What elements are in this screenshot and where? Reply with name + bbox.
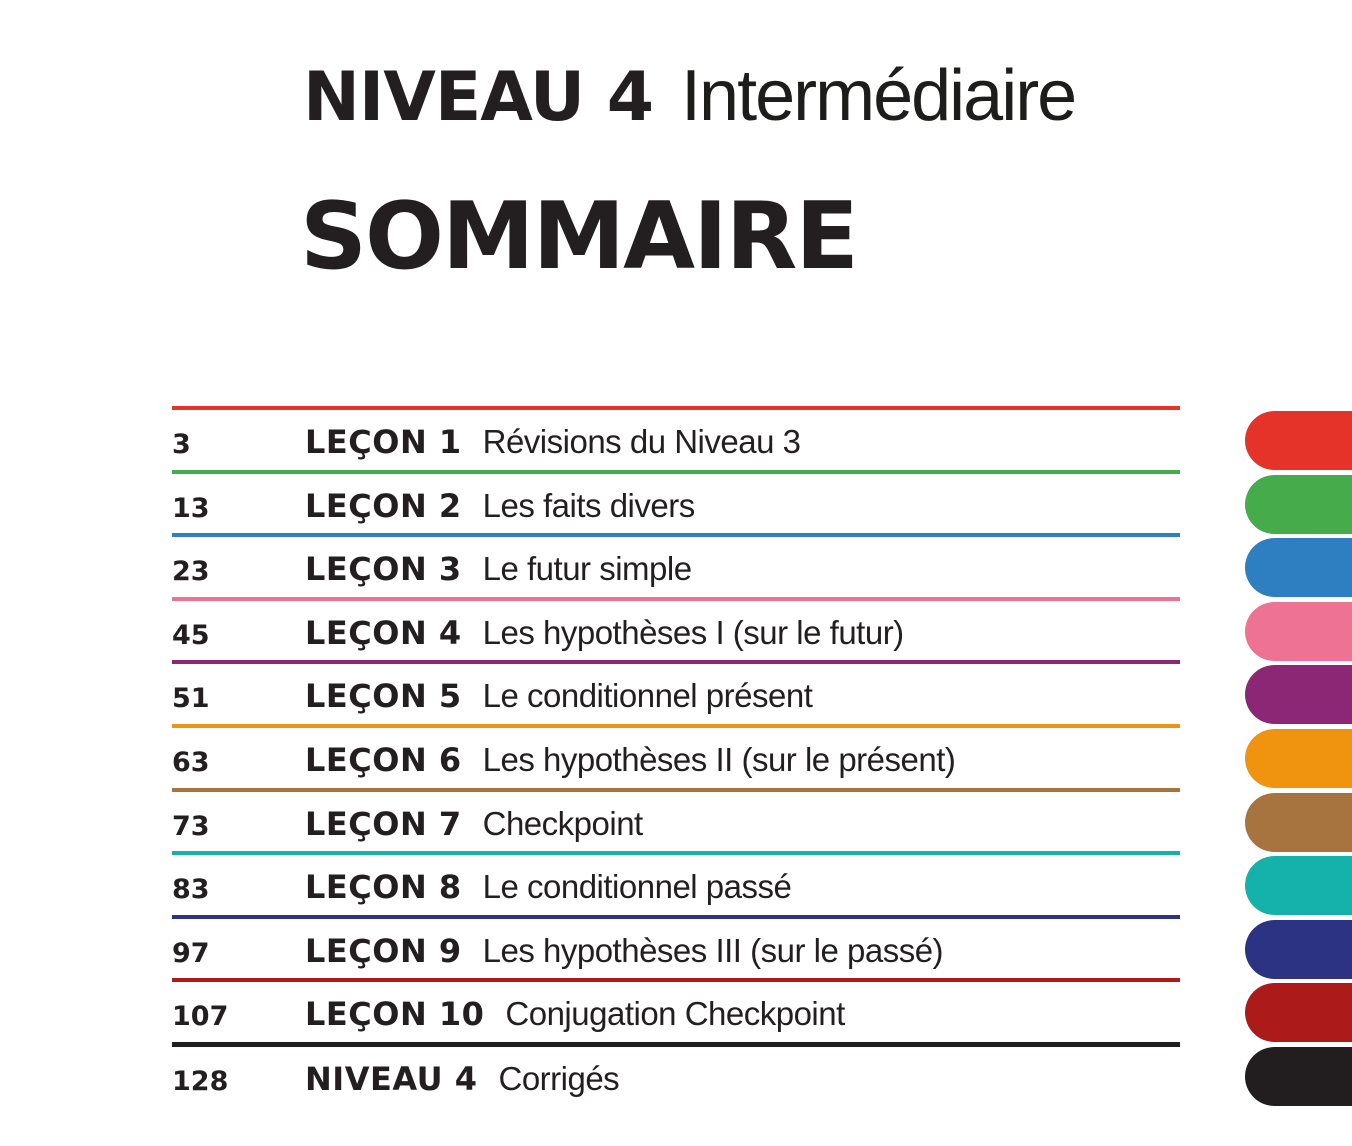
page-number: 45 [172, 619, 210, 651]
lesson-title: Les faits divers [482, 486, 696, 524]
lesson-title: Corrigés [498, 1059, 620, 1097]
page-number: 83 [172, 874, 210, 906]
color-tab-black [1245, 1046, 1352, 1106]
lesson-label: LEÇON 9 [305, 931, 462, 970]
color-tab-green [1245, 474, 1352, 534]
lesson-title: Conjugation Checkpoint [505, 995, 845, 1033]
lesson-label: LEÇON 5 [305, 677, 462, 716]
toc-row: 73 LEÇON 7 Checkpoint [172, 787, 1180, 852]
page-number: 73 [172, 810, 210, 842]
page-number: 23 [172, 556, 210, 588]
lesson-label: LEÇON 6 [305, 740, 462, 779]
lesson-title: Le conditionnel passé [482, 868, 792, 906]
color-tab-brown [1245, 792, 1352, 852]
toc-row: 13 LEÇON 2 Les faits divers [172, 469, 1180, 534]
lesson-title: Les hypothèses II (sur le présent) [482, 740, 956, 778]
toc-row: 128 NIVEAU 4 Corrigés [172, 1041, 1180, 1106]
color-tab-navy [1245, 919, 1352, 979]
lesson-label: LEÇON 4 [305, 613, 462, 652]
page-number: 13 [172, 492, 210, 524]
lesson-label: LEÇON 8 [305, 868, 462, 907]
page-number: 3 [172, 429, 191, 460]
lesson-label: LEÇON 10 [305, 995, 485, 1034]
toc-row: 51 LEÇON 5 Le conditionnel présent [172, 660, 1180, 724]
color-tab-red [1245, 411, 1352, 470]
color-tab-pink [1245, 601, 1352, 661]
lesson-title: Le futur simple [482, 550, 692, 588]
lesson-title: Révisions du Niveau 3 [482, 423, 801, 460]
tab-strip [1245, 411, 1352, 1111]
lesson-label: LEÇON 1 [305, 423, 462, 461]
color-tab-orange [1245, 728, 1352, 788]
lesson-title: Checkpoint [482, 804, 644, 842]
page-title: SOMMAIRE [300, 182, 859, 290]
toc-row: 23 LEÇON 3 Le futur simple [172, 533, 1180, 597]
lesson-label: LEÇON 2 [305, 486, 462, 525]
level-header: NIVEAU 4 Intermédiaire [303, 60, 1077, 132]
toc-row: 97 LEÇON 9 Les hypothèses III (sur le pa… [172, 914, 1180, 979]
level-title: NIVEAU 4 [303, 58, 654, 137]
level-subtitle: Intermédiaire [681, 56, 1077, 136]
toc-row: 83 LEÇON 8 Le conditionnel passé [172, 851, 1180, 915]
color-tab-purple [1245, 665, 1352, 725]
color-tab-blue [1245, 538, 1352, 598]
color-tab-dark-red [1245, 983, 1352, 1043]
color-tab-teal [1245, 856, 1352, 916]
table-of-contents: 3 LEÇON 1 Révisions du Niveau 3 13 LEÇON… [172, 406, 1180, 1106]
page-number: 63 [172, 746, 210, 778]
lesson-title: Les hypothèses I (sur le futur) [482, 613, 905, 651]
lesson-title: Le conditionnel présent [482, 677, 813, 715]
page-number: 107 [172, 1001, 229, 1033]
page-number: 51 [172, 683, 210, 715]
page-number: 97 [172, 937, 210, 969]
toc-row: 3 LEÇON 1 Révisions du Niveau 3 [172, 406, 1180, 470]
toc-row: 45 LEÇON 4 Les hypothèses I (sur le futu… [172, 596, 1180, 661]
toc-row: 107 LEÇON 10 Conjugation Checkpoint [172, 978, 1180, 1042]
lesson-label: NIVEAU 4 [305, 1059, 478, 1098]
toc-row: 63 LEÇON 6 Les hypothèses II (sur le pré… [172, 723, 1180, 788]
lesson-label: LEÇON 7 [305, 804, 462, 843]
page-number: 128 [172, 1065, 229, 1097]
lesson-title: Les hypothèses III (sur le passé) [482, 931, 944, 969]
lesson-label: LEÇON 3 [305, 550, 462, 589]
